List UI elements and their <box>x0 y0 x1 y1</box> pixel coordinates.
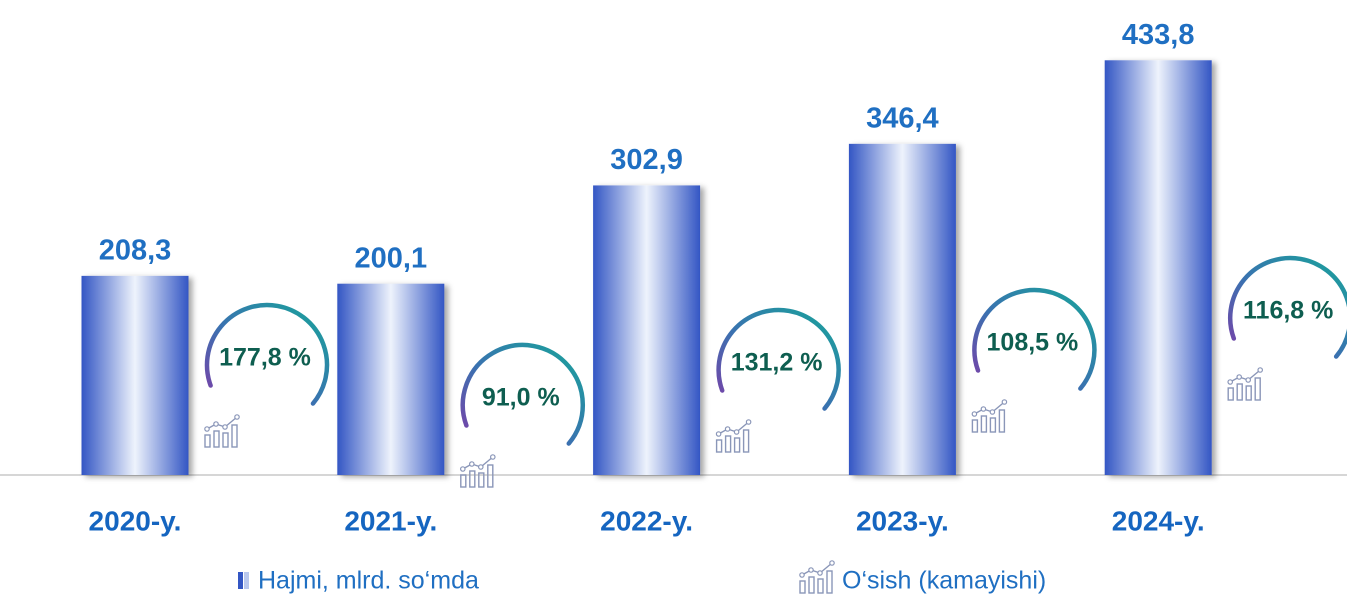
value-label: 433,8 <box>1122 19 1195 51</box>
legend-swatch <box>244 572 249 589</box>
bar <box>593 185 701 475</box>
growth-arc <box>716 307 841 411</box>
growth-label: 177,8 % <box>219 344 311 372</box>
growth-icon <box>1227 367 1264 401</box>
x-tick-label: 2023-y. <box>856 505 949 536</box>
x-tick-label: 2022-y. <box>600 505 693 536</box>
growth-arc <box>204 302 330 406</box>
growth-arc <box>972 287 1097 391</box>
growth-arc <box>460 342 585 446</box>
legend-icon <box>799 560 835 594</box>
legend-label: O‘sish (kamayishi) <box>842 567 1046 595</box>
x-tick-label: 2020-y. <box>89 505 182 536</box>
growth-label: 116,8 % <box>1243 297 1333 325</box>
legend-swatch <box>238 572 243 589</box>
growth-icon <box>715 419 752 453</box>
bar <box>1104 60 1212 475</box>
value-label: 200,1 <box>355 242 428 274</box>
growth-label: 91,0 % <box>482 384 560 412</box>
bar <box>81 275 189 475</box>
value-label: 302,9 <box>610 144 683 176</box>
growth-icon <box>204 414 240 448</box>
value-label: 346,4 <box>866 102 939 134</box>
bar <box>848 143 956 475</box>
x-tick-label: 2024-y. <box>1112 505 1205 536</box>
growth-label: 108,5 % <box>987 329 1079 357</box>
growth-icon <box>459 454 496 488</box>
bar <box>337 283 445 475</box>
growth-label: 131,2 % <box>731 349 823 377</box>
value-label: 208,3 <box>99 235 172 267</box>
x-tick-label: 2021-y. <box>344 505 437 536</box>
growth-arc <box>1227 255 1347 359</box>
legend-label: Hajmi, mlrd. so‘mda <box>258 567 479 595</box>
growth-icon <box>971 399 1008 433</box>
